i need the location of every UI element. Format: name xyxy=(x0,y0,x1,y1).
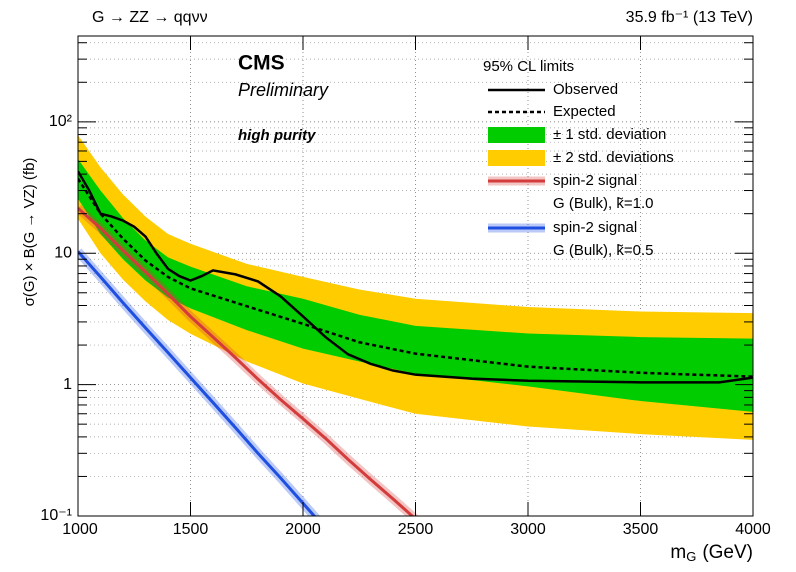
legend-label: ± 1 std. deviation xyxy=(553,126,666,143)
y-axis-label: σ(G) × B(G → VZ) (fb) xyxy=(21,158,38,307)
chart-title: G → ZZ → qqνν xyxy=(92,9,208,26)
y-tick-label: 10 xyxy=(54,244,72,261)
x-tick-label: 4000 xyxy=(735,521,771,538)
experiment: CMS xyxy=(238,52,285,75)
x-tick-label: 2500 xyxy=(398,521,434,538)
legend-label: ± 2 std. deviations xyxy=(553,149,674,166)
y-tick-label: 10² xyxy=(49,113,73,130)
axes: 1000 1500 2000 2500 3000 3500 4000 10⁻¹ 1 10 10² xyxy=(40,35,771,538)
line xyxy=(78,170,753,384)
plot-area xyxy=(78,36,753,516)
legend-label: G (Bulk), k̃=0.5 xyxy=(553,242,653,259)
legend-label: G (Bulk), k̃=1.0 xyxy=(553,195,653,212)
y-tick-label: 1 xyxy=(63,376,72,393)
legend-symbol xyxy=(488,150,545,166)
legend: Observed Expected ± 1 std. deviation ± 2 st… xyxy=(488,81,674,259)
category: high purity xyxy=(238,127,316,144)
band xyxy=(78,159,753,412)
x-label-symbol: m xyxy=(670,542,686,563)
legend-label: spin-2 signal xyxy=(553,219,637,236)
x-axis-label: mG (GeV) xyxy=(670,542,753,564)
x-tick-label: 1000 xyxy=(62,521,98,538)
y-tick-label: 10⁻¹ xyxy=(40,507,72,524)
x-label-unit: (GeV) xyxy=(702,542,753,563)
x-tick-label: 1500 xyxy=(173,521,209,538)
luminosity: 35.9 fb⁻¹ (13 TeV) xyxy=(626,9,753,26)
x-tick-label: 3500 xyxy=(623,521,659,538)
legend-label: Expected xyxy=(553,103,616,120)
legend-label: spin-2 signal xyxy=(553,172,637,189)
line xyxy=(78,207,415,516)
legend-symbol xyxy=(488,127,545,143)
line xyxy=(78,178,753,378)
legend-label: Observed xyxy=(553,81,618,98)
x-tick-label: 3000 xyxy=(510,521,546,538)
x-tick-label: 2000 xyxy=(285,521,321,538)
legend-title: 95% CL limits xyxy=(483,58,574,75)
x-label-subscript: G xyxy=(686,549,696,564)
status: Preliminary xyxy=(238,80,329,100)
line xyxy=(78,250,317,516)
